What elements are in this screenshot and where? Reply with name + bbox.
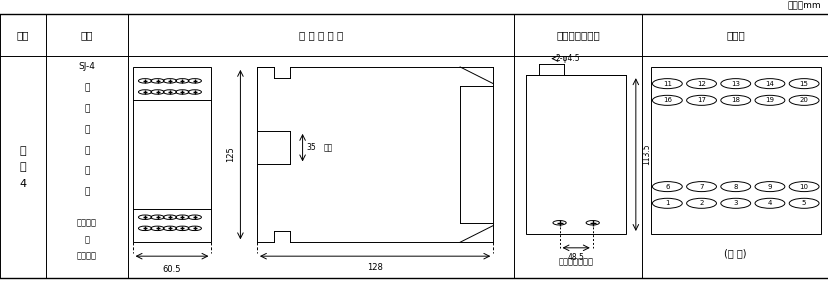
Text: 14: 14 xyxy=(764,81,773,87)
Text: (正 视): (正 视) xyxy=(724,248,746,258)
Text: 17: 17 xyxy=(696,97,705,103)
Text: 125: 125 xyxy=(226,147,234,162)
Text: 外 形 尺 寸 图: 外 形 尺 寸 图 xyxy=(299,30,343,40)
Text: 12: 12 xyxy=(696,81,705,87)
Text: 3: 3 xyxy=(733,200,737,206)
Text: 16: 16 xyxy=(662,97,671,103)
Text: 出: 出 xyxy=(84,104,89,113)
Text: 卡轨安装: 卡轨安装 xyxy=(77,218,97,227)
Text: 60.5: 60.5 xyxy=(162,264,181,273)
Text: 线: 线 xyxy=(84,188,89,197)
Text: 单位：mm: 单位：mm xyxy=(786,1,820,10)
Text: 15: 15 xyxy=(799,81,807,87)
Text: 35: 35 xyxy=(306,143,316,152)
Text: 13: 13 xyxy=(730,81,739,87)
Text: 4: 4 xyxy=(767,200,771,206)
Text: 11: 11 xyxy=(662,81,671,87)
Bar xyxy=(526,75,625,234)
Bar xyxy=(132,67,211,242)
Text: 7: 7 xyxy=(699,183,703,190)
Text: 式: 式 xyxy=(84,125,89,134)
Text: 2-φ4.5: 2-φ4.5 xyxy=(555,54,580,63)
Text: 图号: 图号 xyxy=(17,30,29,40)
Text: 5: 5 xyxy=(801,200,806,206)
Text: 凸: 凸 xyxy=(84,83,89,92)
Text: 10: 10 xyxy=(799,183,807,190)
Text: 128: 128 xyxy=(367,263,383,272)
Text: 附
图
4: 附 图 4 xyxy=(19,146,26,189)
Text: 20: 20 xyxy=(799,97,807,103)
Text: SJ-4: SJ-4 xyxy=(79,62,95,72)
Text: 8: 8 xyxy=(733,183,737,190)
Text: 9: 9 xyxy=(767,183,771,190)
Text: 螺钉安装: 螺钉安装 xyxy=(77,252,97,261)
Text: 19: 19 xyxy=(764,97,773,103)
Text: 或: 或 xyxy=(84,235,89,244)
Text: 前: 前 xyxy=(84,146,89,155)
Text: 18: 18 xyxy=(730,97,739,103)
Text: 螺钉安装开孔图: 螺钉安装开孔图 xyxy=(558,257,593,266)
Text: 卡槽: 卡槽 xyxy=(323,143,332,152)
Text: 接: 接 xyxy=(84,167,89,176)
Text: 端子图: 端子图 xyxy=(725,30,744,40)
Text: 结构: 结构 xyxy=(80,30,94,40)
Bar xyxy=(650,67,820,234)
Text: 113.5: 113.5 xyxy=(642,144,651,165)
Text: 安装开孔尺寸图: 安装开孔尺寸图 xyxy=(556,30,599,40)
Text: 2: 2 xyxy=(699,200,703,206)
Text: 1: 1 xyxy=(664,200,669,206)
Text: 6: 6 xyxy=(664,183,669,190)
Text: 48.5: 48.5 xyxy=(567,253,584,262)
